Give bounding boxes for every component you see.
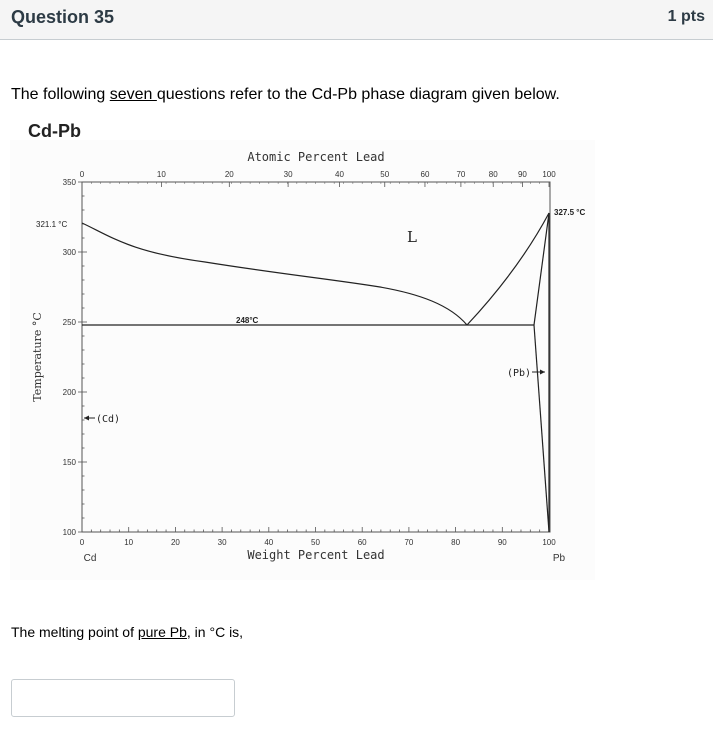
y-tick-label: 250 — [63, 318, 77, 327]
plot-frame — [81, 181, 551, 533]
top-tick-label: 90 — [518, 170, 527, 179]
top-tick-label: 100 — [542, 170, 556, 179]
liquid-label: L — [407, 228, 417, 246]
cd-label: Cd — [84, 553, 97, 564]
phase-diagram: Atomic Percent Lead 0 10 20 30 40 50 60 70 80 90 1… — [10, 140, 595, 580]
bottom-tick-label: 90 — [498, 538, 507, 547]
cd-phase-label: (Cd) — [96, 414, 120, 425]
intro-text-start: The following — [11, 86, 110, 103]
bottom-tick-label: 20 — [171, 538, 180, 547]
solvus-pb-side — [533, 324, 550, 533]
y-tick-label: 150 — [63, 458, 77, 467]
bottom-tick-label: 80 — [451, 538, 460, 547]
top-tick-label: 60 — [421, 170, 430, 179]
pb-phase-marker: (Pb) — [507, 368, 545, 379]
top-tick-label: 70 — [456, 170, 465, 179]
prompt-underlined: pure Pb — [137, 624, 187, 640]
figure-background — [10, 140, 595, 580]
prompt-text-end: , in °C is, — [186, 624, 244, 640]
top-tick-labels: 0 10 20 30 40 50 60 70 80 90 100 — [80, 170, 556, 179]
top-axis-label: Atomic Percent Lead — [247, 150, 384, 164]
y-tick-labels: 350 300 250 200 150 100 — [63, 178, 77, 537]
bottom-tick-label: 100 — [542, 538, 556, 547]
top-tick-label: 0 — [80, 170, 85, 179]
bottom-tick-label: 30 — [218, 538, 227, 547]
pb-label: Pb — [553, 553, 566, 564]
bottom-tick-label: 70 — [404, 538, 413, 547]
eutectic-label: 248°C — [236, 316, 259, 325]
y-tick-label: 300 — [63, 248, 77, 257]
bottom-tick-label: 10 — [124, 538, 133, 547]
y-tick-label: 200 — [63, 388, 77, 397]
cd-melt-label: 321.1 °C — [36, 220, 67, 229]
bottom-axis-label: Weight Percent Lead — [247, 548, 384, 562]
bottom-tick-label: 40 — [264, 538, 273, 547]
figure-title: Cd-Pb — [28, 121, 81, 141]
bottom-tick-label: 0 — [80, 538, 85, 547]
top-tick-label: 10 — [157, 170, 166, 179]
top-tick-label: 50 — [380, 170, 389, 179]
question-header: Question 35 1 pts — [0, 0, 713, 40]
intro-text-end: questions refer to the Cd-Pb phase diagr… — [156, 86, 560, 103]
liquidus-pb-side — [466, 212, 550, 326]
intro-underlined: seven — [109, 86, 157, 103]
y-tick-label: 350 — [63, 178, 77, 187]
solidus-pb-side — [533, 212, 550, 326]
answer-input[interactable] — [11, 679, 235, 717]
top-tick-label: 80 — [489, 170, 498, 179]
top-tick-label: 30 — [284, 170, 293, 179]
pb-phase-label: (Pb) — [507, 368, 531, 379]
y-axis-label: Temperature °C — [31, 312, 44, 401]
bottom-tick-labels: 0 10 20 30 40 50 60 70 80 90 100 — [80, 538, 556, 547]
top-tick-label: 40 — [335, 170, 344, 179]
bottom-tick-label: 60 — [358, 538, 367, 547]
question-intro: The following seven questions refer to t… — [11, 86, 560, 104]
question-prompt: The melting point of pure Pb, in °C is, — [11, 624, 243, 640]
question-points: 1 pts — [667, 8, 705, 25]
bottom-tick-label: 50 — [311, 538, 320, 547]
question-title: Question 35 — [11, 7, 115, 27]
y-tick-label: 100 — [63, 528, 77, 537]
pb-melt-label: 327.5 °C — [554, 208, 585, 217]
liquidus-cd-side — [81, 222, 468, 326]
cd-phase-marker: (Cd) — [84, 414, 120, 425]
top-tick-label: 20 — [225, 170, 234, 179]
prompt-text-start: The melting point of — [11, 624, 138, 640]
